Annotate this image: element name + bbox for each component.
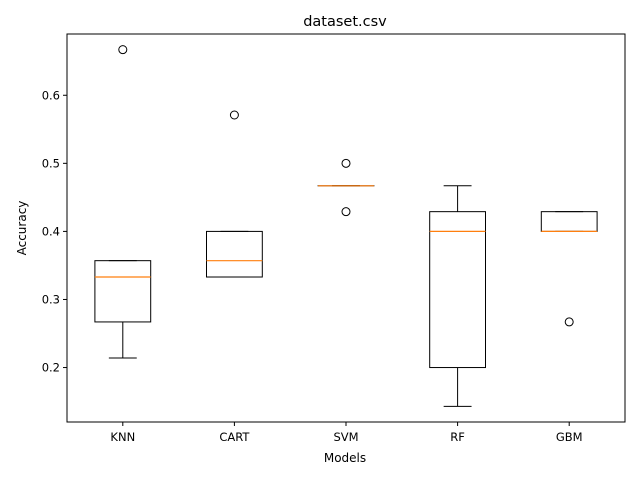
y-tick-label: 0.2 bbox=[42, 361, 60, 375]
y-axis-label: Accuracy bbox=[15, 201, 29, 256]
y-tick-label: 0.3 bbox=[42, 292, 60, 306]
y-tick-label: 0.4 bbox=[42, 224, 60, 238]
outlier-point-svm bbox=[341, 158, 351, 168]
chart-title: dataset.csv bbox=[303, 14, 387, 30]
outlier-point-cart bbox=[229, 110, 239, 120]
y-tick-label: 0.6 bbox=[42, 88, 60, 102]
outlier-point-knn bbox=[118, 45, 128, 55]
x-tick-label-svm: SVM bbox=[333, 430, 358, 444]
x-tick-label-knn: KNN bbox=[110, 430, 135, 444]
y-tick-label: 0.5 bbox=[42, 156, 60, 170]
x-tick-label-cart: CART bbox=[219, 430, 250, 444]
outlier-point-gbm bbox=[564, 317, 574, 327]
box-knn bbox=[94, 260, 152, 323]
x-tick-label-gbm: GBM bbox=[556, 430, 583, 444]
x-tick-label-rf: RF bbox=[450, 430, 465, 444]
box-rf bbox=[429, 211, 487, 369]
x-axis-label: Models bbox=[324, 451, 366, 465]
plot-area: 0.2 0.3 0.4 0.5 0.6 KNN CART SVM RF GBM bbox=[42, 45, 598, 444]
outlier-point-svm bbox=[341, 207, 351, 217]
box-cart bbox=[206, 230, 263, 278]
axes-frame bbox=[66, 33, 626, 423]
